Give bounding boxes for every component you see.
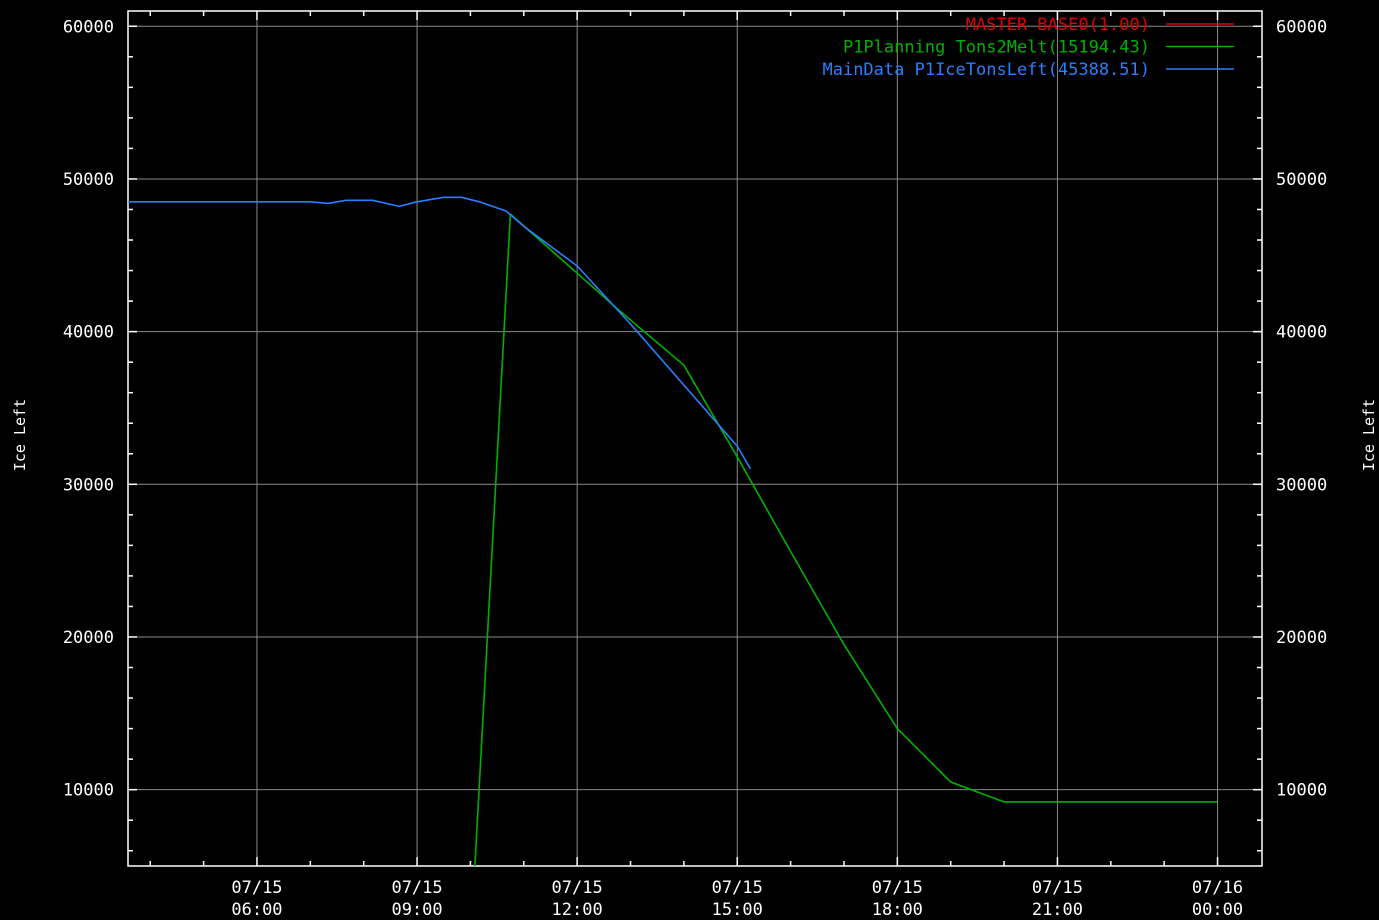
y-axis-left-title: Ice Left xyxy=(11,399,29,471)
series-line-3 xyxy=(128,196,752,470)
plot-border xyxy=(127,10,1263,867)
grid-lines xyxy=(128,11,1262,866)
y-tick-label-right: 40000 xyxy=(1276,323,1327,343)
y-tick-label-right: 30000 xyxy=(1276,475,1327,495)
x-tick-label-time: 18:00 xyxy=(872,900,923,920)
x-tick-label-time: 12:00 xyxy=(552,900,603,920)
legend: MASTER BASE0(1.00) P1Planning Tons2Melt(1… xyxy=(822,15,1234,80)
y-axis-left: 10000 20000 30000 40000 50000 60000 xyxy=(63,17,114,800)
x-tick-label-date: 07/15 xyxy=(712,878,763,898)
y-tick-label-right: 10000 xyxy=(1276,781,1327,801)
plot-frame xyxy=(127,10,1263,867)
y-tick-label-left: 10000 xyxy=(63,781,114,801)
legend-label-1: MASTER BASE0(1.00) xyxy=(966,15,1150,35)
y-axis-right-title: Ice Left xyxy=(1360,399,1378,471)
x-tick-label-date: 07/15 xyxy=(231,878,282,898)
x-axis: 07/1506:0007/1509:0007/1512:0007/1515:00… xyxy=(231,878,1243,920)
legend-label-2: P1Planning Tons2Melt(15194.43) xyxy=(843,38,1150,58)
y-tick-label-right: 20000 xyxy=(1276,628,1327,648)
series-line-2 xyxy=(474,213,1218,867)
y-tick-label-right: 50000 xyxy=(1276,170,1327,190)
x-tick-label-date: 07/15 xyxy=(1032,878,1083,898)
legend-label-3: MainData P1IceTonsLeft(45388.51) xyxy=(822,60,1150,80)
y-tick-label-right: 60000 xyxy=(1276,17,1327,37)
x-tick-label-time: 06:00 xyxy=(231,900,282,920)
y-tick-label-left: 40000 xyxy=(63,323,114,343)
y-axis-right: 10000 20000 30000 40000 50000 60000 xyxy=(1276,17,1327,800)
series-lines xyxy=(128,196,1218,867)
y-tick-label-left: 50000 xyxy=(63,170,114,190)
x-tick-label-date: 07/16 xyxy=(1192,878,1243,898)
x-tick-label-time: 21:00 xyxy=(1032,900,1083,920)
x-tick-label-time: 09:00 xyxy=(391,900,442,920)
x-tick-label-date: 07/15 xyxy=(552,878,603,898)
x-tick-label-date: 07/15 xyxy=(391,878,442,898)
y-tick-label-left: 60000 xyxy=(63,17,114,37)
x-tick-label-date: 07/15 xyxy=(872,878,923,898)
y-tick-label-left: 20000 xyxy=(63,628,114,648)
x-tick-label-time: 15:00 xyxy=(712,900,763,920)
y-tick-label-left: 30000 xyxy=(63,475,114,495)
x-tick-label-time: 00:00 xyxy=(1192,900,1243,920)
